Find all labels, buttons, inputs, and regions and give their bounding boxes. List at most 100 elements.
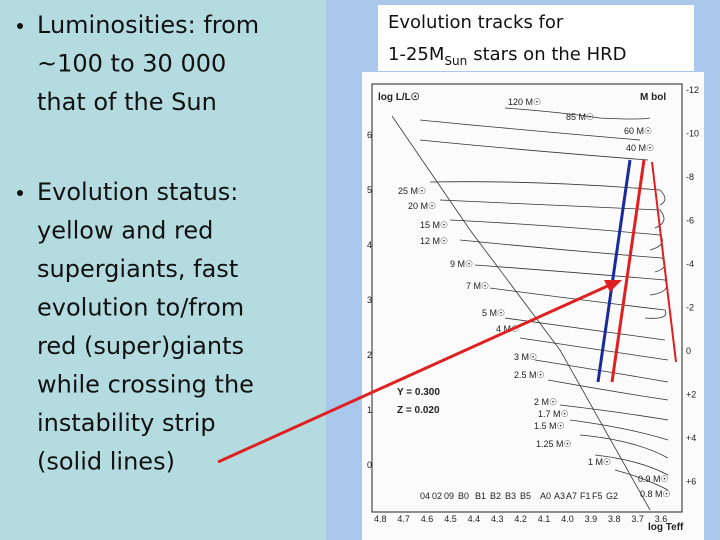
mass-label: 20 M☉ [408, 201, 436, 211]
y2-tick-label: 0 [686, 346, 691, 356]
mass-label: 2.5 M☉ [514, 370, 545, 380]
instability-strip-edge [651, 161, 677, 363]
y2-tick-label: -8 [686, 172, 694, 182]
bullet-line: Evolution status: [37, 178, 238, 206]
left-panel [0, 0, 326, 540]
x-tick-label: 4.6 [421, 514, 434, 524]
mass-label: 25 M☉ [398, 186, 426, 196]
figure-title: 1-25MSun stars on the HRD [388, 44, 627, 68]
y-tick-label: 6 [367, 130, 372, 140]
instability-strip-edge [596, 159, 632, 383]
title-box [378, 5, 694, 71]
spectral-type: B1 [475, 491, 486, 501]
composition-label: Z = 0.020 [397, 405, 440, 416]
x-tick-label: 4.1 [538, 514, 551, 524]
y2-tick-label: -10 [686, 129, 699, 139]
spectral-type: F5 [592, 491, 603, 501]
y2-tick-label: +4 [686, 433, 696, 443]
track [534, 359, 669, 383]
spectral-type: B0 [458, 491, 469, 501]
x-tick-label: 3.7 [631, 514, 644, 524]
mass-label: 1.5 M☉ [534, 421, 565, 431]
y-tick-label: 3 [367, 295, 372, 305]
bullet-line: that of the Sun [37, 88, 217, 116]
figure-title: Evolution tracks for [388, 12, 564, 33]
spectral-type: A3 [554, 491, 565, 501]
mass-label: 2 M☉ [534, 397, 557, 407]
y2-tick-label: -6 [686, 216, 694, 226]
title-subscript: Sun [444, 54, 467, 68]
mass-label: 5 M☉ [482, 308, 505, 318]
x-tick-label: 4.8 [374, 514, 387, 524]
track [559, 404, 669, 421]
track [429, 181, 666, 206]
arrow-head [604, 280, 622, 292]
spectral-type: 02 [432, 491, 442, 501]
mass-label: 0.8 M☉ [640, 489, 671, 499]
bullet-line: ~100 to 30 000 [37, 50, 226, 78]
instability-strip-edge [610, 159, 646, 383]
mass-label: 40 M☉ [626, 143, 654, 153]
spectral-type: A0 [540, 491, 551, 501]
x-tick-label: 4.4 [468, 514, 481, 524]
title-text: stars on the HRD [473, 44, 626, 65]
track [614, 469, 669, 491]
mass-label: 15 M☉ [420, 220, 448, 230]
y-tick-label: 2 [367, 350, 372, 360]
spectral-type: A7 [566, 491, 577, 501]
x-axis-label: log Teff [648, 522, 684, 533]
mass-label: 1.7 M☉ [538, 409, 569, 419]
plot-frame [371, 83, 683, 513]
y2-axis-label: M bol [640, 92, 666, 103]
pointer-arrow [217, 282, 613, 464]
bullet-dot [17, 23, 23, 29]
mass-label: 0.9 M☉ [638, 474, 669, 484]
mass-label: 12 M☉ [420, 236, 448, 246]
spectral-type: B3 [505, 491, 516, 501]
bullet-line: while crossing the [37, 371, 254, 399]
bullet-list: Luminosities: from ~100 to 30 000 that of … [17, 11, 259, 476]
mass-label: 9 M☉ [450, 259, 473, 269]
bullet-dot [17, 190, 23, 196]
bullet-line: Luminosities: from [37, 11, 259, 39]
track [449, 219, 663, 251]
bullet-line: evolution to/from [37, 294, 244, 322]
x-tick-label: 4.0 [561, 514, 574, 524]
track [519, 337, 669, 361]
x-tick-label: 3.8 [608, 514, 621, 524]
x-tick-label: 4.5 [444, 514, 457, 524]
x-tick-label: 4.2 [514, 514, 527, 524]
y-tick-label: 1 [367, 405, 372, 415]
spectral-type: G2 [606, 491, 618, 501]
spectral-type: B5 [520, 491, 531, 501]
track [547, 379, 669, 401]
y-tick-label: 0 [367, 460, 372, 470]
mass-label: 60 M☉ [624, 126, 652, 136]
mass-label: 3 M☉ [514, 352, 537, 362]
spectral-type: F1 [580, 491, 591, 501]
bullet-line: instability strip [37, 409, 216, 437]
figure [362, 72, 704, 540]
mass-label: 4 M☉ [496, 324, 519, 334]
y2-tick-label: -4 [686, 259, 694, 269]
spectral-type: 09 [444, 491, 454, 501]
mass-label: 120 M☉ [508, 97, 541, 107]
track [489, 287, 667, 319]
spectral-type: B2 [490, 491, 501, 501]
mass-label: 85 M☉ [566, 112, 594, 122]
y2-tick-label: +6 [686, 477, 696, 487]
figure-labels: log L/L☉ M bol log Teff 6 5 4 3 2 1 0 -12 -10 -8 -6 -4… [367, 85, 699, 533]
track [504, 107, 651, 120]
mass-label: 1.25 M☉ [536, 439, 572, 449]
mass-label: 7 M☉ [466, 281, 489, 291]
y2-tick-label: +2 [686, 390, 696, 400]
bullet-line: supergiants, fast [37, 255, 238, 283]
track [419, 139, 649, 161]
bullet-line: yellow and red [37, 217, 213, 245]
title-text: 1-25M [388, 44, 444, 65]
y-axis-label: log L/L☉ [378, 92, 420, 103]
composition-label: Y = 0.300 [397, 387, 440, 398]
track [579, 434, 669, 459]
